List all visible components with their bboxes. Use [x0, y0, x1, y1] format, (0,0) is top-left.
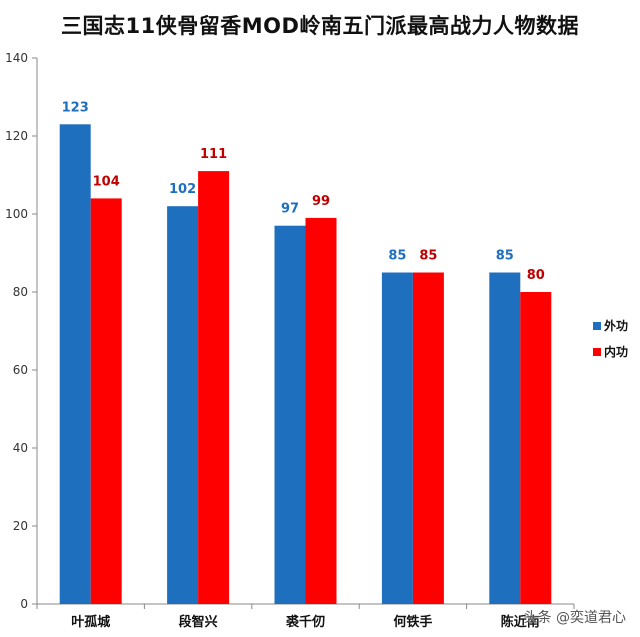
- data-label: 102: [169, 182, 196, 197]
- category-label: 叶孤城: [71, 614, 110, 630]
- data-label: 104: [93, 174, 120, 189]
- data-label: 111: [200, 147, 227, 162]
- bar-内功-叶孤城: [90, 198, 122, 604]
- category-label: 陈近南: [501, 614, 540, 630]
- category-label: 何铁手: [393, 614, 432, 630]
- bar-外功-何铁手: [381, 272, 413, 604]
- y-tick-label: 80: [13, 285, 28, 299]
- y-tick-label: 20: [13, 519, 28, 533]
- y-tick-label: 120: [5, 129, 28, 143]
- bar-外功-陈近南: [489, 272, 521, 604]
- data-label: 85: [419, 249, 437, 264]
- data-label: 85: [496, 249, 514, 264]
- y-tick-label: 40: [13, 441, 28, 455]
- data-label: 80: [527, 268, 545, 283]
- bar-内功-何铁手: [412, 272, 444, 604]
- bar-外功-段智兴: [167, 206, 199, 604]
- watermark: 头条 @奕道君心: [523, 610, 626, 626]
- y-tick-label: 0: [20, 597, 28, 611]
- category-label: 段智兴: [179, 614, 218, 630]
- legend-swatch-内功: [593, 348, 601, 356]
- chart-title: 三国志11侠骨留香MOD岭南五门派最高战力人物数据: [61, 14, 579, 38]
- y-tick-label: 60: [13, 363, 28, 377]
- legend-label: 外功: [604, 318, 628, 333]
- y-tick-label: 100: [5, 207, 28, 221]
- bar-外功-裘千仞: [274, 225, 306, 604]
- y-tick-label: 140: [5, 51, 28, 65]
- category-label: 裘千仞: [285, 614, 325, 630]
- bar-内功-裘千仞: [305, 217, 337, 604]
- bar-内功-段智兴: [198, 171, 230, 604]
- legend-label: 内功: [604, 344, 628, 359]
- data-label: 123: [62, 100, 89, 115]
- bar-外功-叶孤城: [59, 124, 91, 605]
- data-label: 99: [312, 194, 330, 209]
- bar-内功-陈近南: [520, 292, 552, 604]
- legend-swatch-外功: [593, 322, 601, 330]
- data-label: 85: [388, 249, 406, 264]
- data-label: 97: [281, 202, 299, 217]
